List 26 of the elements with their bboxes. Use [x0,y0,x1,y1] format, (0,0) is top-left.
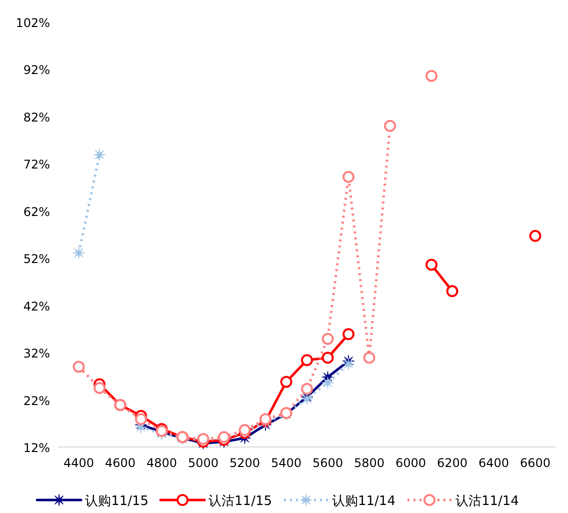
y-tick-label: 72% [23,158,50,172]
legend-label: 认购11/14 [332,494,396,509]
y-tick-label: 62% [23,204,50,219]
legend-label: 认沽11/15 [208,494,272,509]
legend-label: 认沽11/14 [455,494,519,509]
x-tick-label: 6000 [395,456,426,470]
y-tick-label: 42% [23,299,50,314]
legend-label: 认购11/15 [85,494,149,509]
y-tick-label: 82% [23,110,50,124]
x-tick-label: 5600 [312,456,344,470]
x-tick-label: 4600 [104,456,136,470]
y-tick-label: 12% [23,441,50,455]
x-tick-label: 6600 [520,456,551,470]
x-tick-label: 6200 [436,456,468,470]
y-tick-label: 32% [23,346,50,361]
x-tick-label: 5800 [354,456,385,470]
x-tick-label: 5400 [270,456,302,470]
y-tick-label: 52% [23,252,50,266]
x-tick-label: 5200 [229,456,260,470]
y-tick-label: 92% [23,63,50,78]
y-tick-label: 102% [16,16,50,30]
y-tick-label: 22% [23,394,50,408]
x-tick-label: 5000 [188,456,219,470]
x-tick-label: 4800 [146,456,178,470]
x-tick-label: 4400 [63,456,94,470]
x-tick-label: 6400 [478,456,510,470]
